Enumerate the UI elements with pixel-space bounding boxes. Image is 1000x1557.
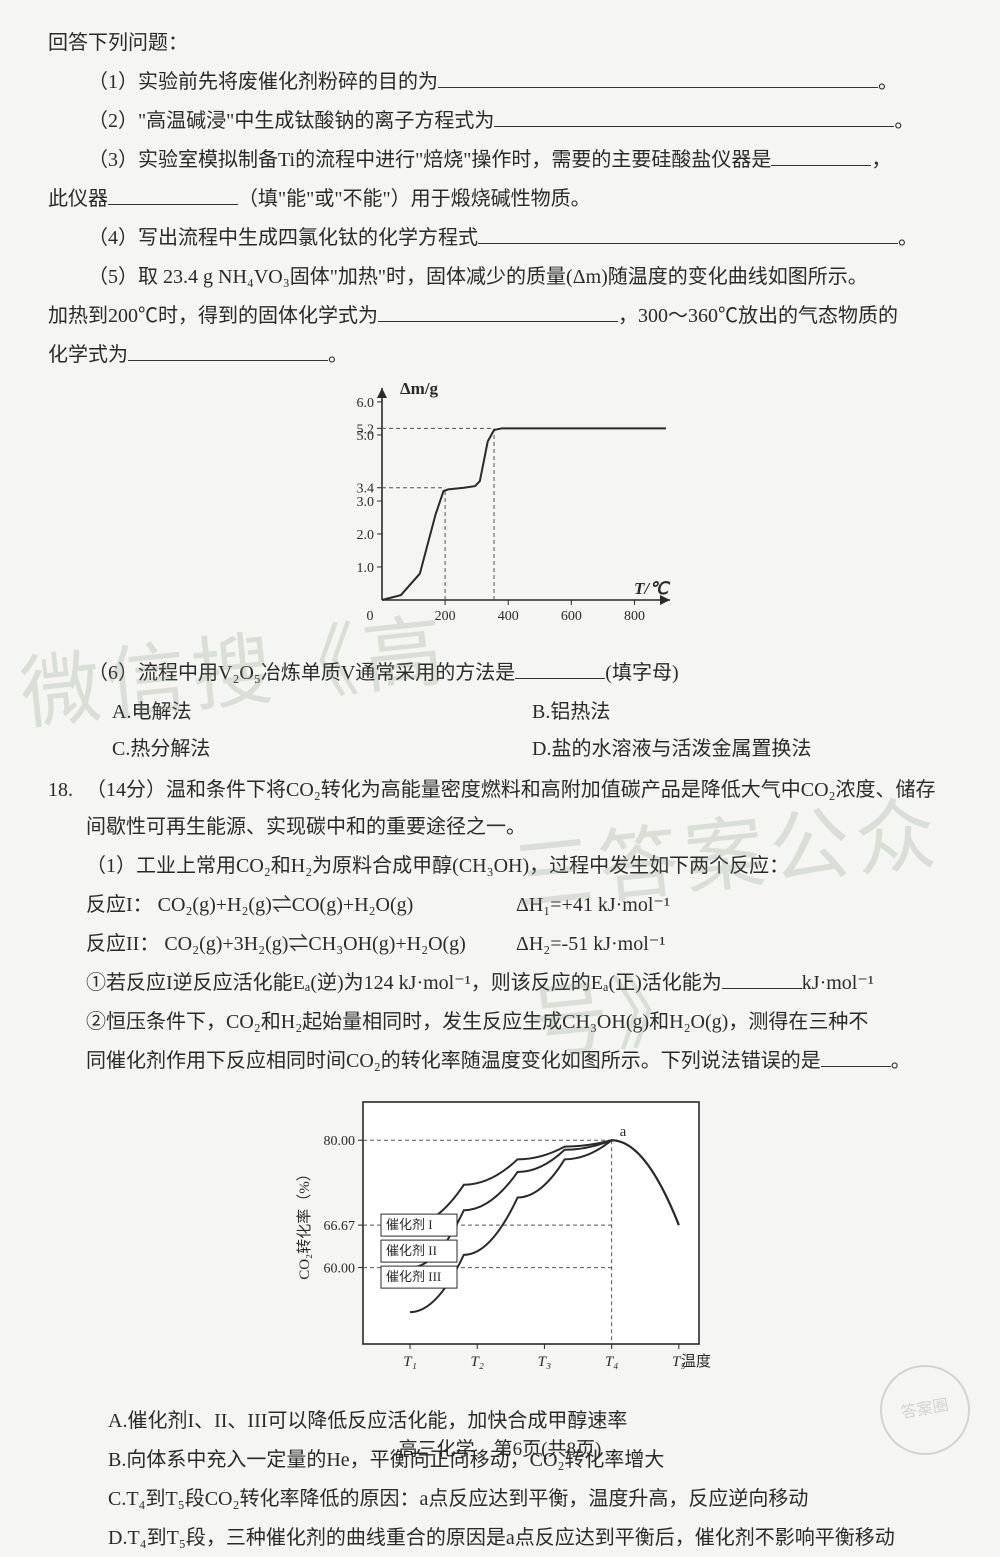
q18-1-1: ①若反应I逆反应活化能Eₐ(逆)为124 kJ·mol⁻¹，则该反应的Eₐ(正)…	[86, 965, 952, 1002]
svg-text:3.4: 3.4	[357, 482, 375, 497]
q6-opt-a: A.电解法	[112, 694, 532, 731]
svg-text:T₂: T₂	[470, 1354, 484, 1370]
svg-text:催化剂 III: 催化剂 III	[386, 1269, 441, 1284]
page-footer: 高三化学 第6页(共8页)	[0, 1432, 1000, 1467]
q18-opt-c: C.T₄到T₅段CO₂转化率降低的原因：a点反应达到平衡，温度升高，反应逆向移动	[108, 1481, 952, 1518]
svg-text:T/℃: T/℃	[634, 579, 671, 598]
svg-text:a: a	[620, 1124, 627, 1140]
q6-opt-b: B.铝热法	[532, 694, 952, 731]
svg-text:CO₂转化率（%）: CO₂转化率（%）	[296, 1166, 313, 1280]
svg-text:T₄: T₄	[605, 1354, 619, 1370]
svg-text:5.2: 5.2	[357, 422, 375, 437]
svg-text:Δm/g: Δm/g	[400, 380, 439, 398]
q18-1: （1）工业上常用CO₂和H₂为原料合成甲醇(CH₃OH)，过程中发生如下两个反应…	[86, 848, 952, 885]
question-5b: 加热到200℃时，得到的固体化学式为，300～360℃放出的气态物质的	[48, 298, 952, 335]
svg-text:800: 800	[624, 609, 645, 624]
reaction-2: 反应II： CO₂(g)+3H₂(g)⇌CH₃OH(g)+H₂O(g)ΔH₂=-…	[86, 926, 952, 963]
q18-1-2b: 同催化剂作用下反应相同时间CO₂的转化率随温度变化如图所示。下列说法错误的是。	[86, 1043, 952, 1080]
svg-text:400: 400	[498, 609, 519, 624]
chart-1-container: 1.02.03.03.45.05.26.02004006008000Δm/gT/…	[48, 380, 952, 653]
q6-opt-c: C.热分解法	[112, 731, 532, 768]
question-5a: （5）取 23.4 g NH₄VO₃固体"加热"时，固体减少的质量(Δm)随温度…	[48, 259, 952, 296]
svg-text:1.0: 1.0	[357, 561, 375, 576]
question-1: （1）实验前先将废催化剂粉碎的目的为。	[48, 64, 952, 101]
reaction-1: 反应I： CO₂(g)+H₂(g)⇌CO(g)+H₂O(g)ΔH₁=+41 kJ…	[86, 887, 952, 924]
question-3b: 此仪器（填"能"或"不能"）用于煅烧碱性物质。	[48, 181, 952, 218]
svg-text:80.00: 80.00	[324, 1134, 356, 1149]
q18-1-2a: ②恒压条件下，CO₂和H₂起始量相同时，发生反应生成CH₃OH(g)和H₂O(g…	[86, 1004, 952, 1041]
svg-text:66.67: 66.67	[324, 1219, 356, 1234]
svg-text:600: 600	[561, 609, 582, 624]
question-2: （2）"高温碱浸"中生成钛酸钠的离子方程式为。	[48, 103, 952, 140]
q18-opt-d: D.T₄到T₅段，三种催化剂的曲线重合的原因是a点反应达到平衡后，催化剂不影响平…	[108, 1520, 952, 1557]
svg-text:温度（K）: 温度（K）	[681, 1353, 715, 1370]
q6-opt-d: D.盐的水溶液与活泼金属置换法	[532, 731, 952, 768]
question-3a: （3）实验室模拟制备Ti的流程中进行"焙烧"操作时，需要的主要硅酸盐仪器是，	[48, 142, 952, 179]
svg-text:2.0: 2.0	[357, 528, 375, 543]
chart-2-container: 60.0066.6780.00T₁T₂T₃T₄T₅a催化剂 I催化剂 II催化剂…	[48, 1088, 952, 1401]
question-5c: 化学式为。	[48, 337, 952, 374]
chart-2: 60.0066.6780.00T₁T₂T₃T₄T₅a催化剂 I催化剂 II催化剂…	[285, 1088, 715, 1388]
svg-text:催化剂 II: 催化剂 II	[386, 1243, 437, 1258]
svg-text:3.0: 3.0	[357, 495, 375, 510]
svg-text:0: 0	[367, 609, 374, 624]
question-4: （4）写出流程中生成四氯化钛的化学方程式。	[48, 220, 952, 257]
question-6: （6）流程中用V₂O₅冶炼单质V通常采用的方法是(填字母)	[48, 655, 952, 692]
q18-intro: （14分）温和条件下将CO₂转化为高能量密度燃料和高附加值碳产品是降低大气中CO…	[86, 772, 952, 846]
svg-text:200: 200	[435, 609, 456, 624]
svg-text:催化剂 I: 催化剂 I	[386, 1217, 433, 1232]
header-text: 回答下列问题：	[48, 25, 952, 62]
q6-options: A.电解法 B.铝热法 C.热分解法 D.盐的水溶液与活泼金属置换法	[48, 694, 952, 768]
svg-text:60.00: 60.00	[324, 1262, 356, 1277]
q18-number: 18.	[48, 772, 86, 1082]
svg-text:T₃: T₃	[538, 1354, 552, 1370]
chart-1: 1.02.03.03.45.05.26.02004006008000Δm/gT/…	[320, 380, 680, 640]
svg-text:6.0: 6.0	[357, 396, 375, 411]
svg-text:T₁: T₁	[403, 1354, 417, 1370]
